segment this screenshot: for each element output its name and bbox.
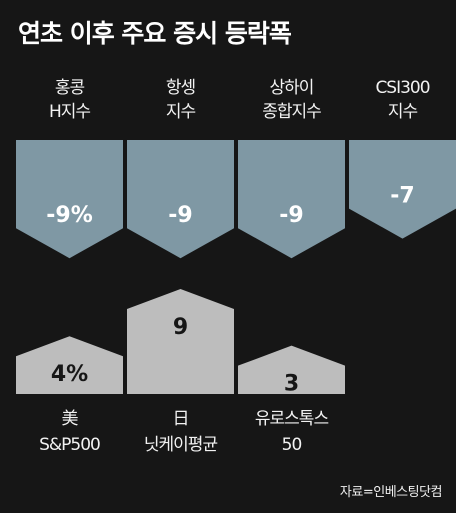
neg-category-label-1-1: 지수 <box>166 102 196 122</box>
neg-category-label-2-1: 종합지수 <box>262 102 321 122</box>
pos-category-label-1-0: 日 <box>173 409 189 429</box>
neg-bar-0 <box>16 140 123 259</box>
source-note: 자료=인베스팅닷컴 <box>339 485 443 500</box>
pos-category-label-2-1: 50 <box>282 435 302 455</box>
pos-category-label-1-1: 닛케이평균 <box>144 435 218 455</box>
neg-category-label-3-1: 지수 <box>388 102 418 122</box>
pos-bar-2 <box>238 345 345 394</box>
pos-value-label-0: 4% <box>51 362 88 387</box>
neg-category-label-2-0: 상하이 <box>270 78 314 98</box>
chart-title: 연초 이후 주요 증시 등락폭 <box>18 19 292 48</box>
neg-category-label-0-0: 홍콩 <box>55 78 85 98</box>
pos-category-label-2-0: 유로스톡스 <box>255 409 329 429</box>
pos-value-label-1: 9 <box>173 315 188 340</box>
pos-bar-1 <box>127 289 234 394</box>
neg-category-label-1-0: 항셍 <box>166 78 195 98</box>
neg-bar-2 <box>238 140 345 259</box>
pos-category-label-0-1: S&P500 <box>39 435 100 455</box>
neg-category-label-3-0: CSI300 <box>375 78 429 98</box>
neg-bar-3 <box>349 140 456 239</box>
neg-value-label-0: -9% <box>46 203 92 228</box>
neg-bar-1 <box>127 140 234 259</box>
pos-bar-0 <box>16 336 123 394</box>
neg-value-label-3: -7 <box>390 184 414 209</box>
pos-value-label-2: 3 <box>284 372 299 397</box>
pos-category-label-0-0: 美 <box>62 409 79 429</box>
neg-category-label-0-1: H지수 <box>49 102 90 122</box>
neg-value-label-1: -9 <box>168 203 192 228</box>
neg-value-label-2: -9 <box>279 203 303 228</box>
